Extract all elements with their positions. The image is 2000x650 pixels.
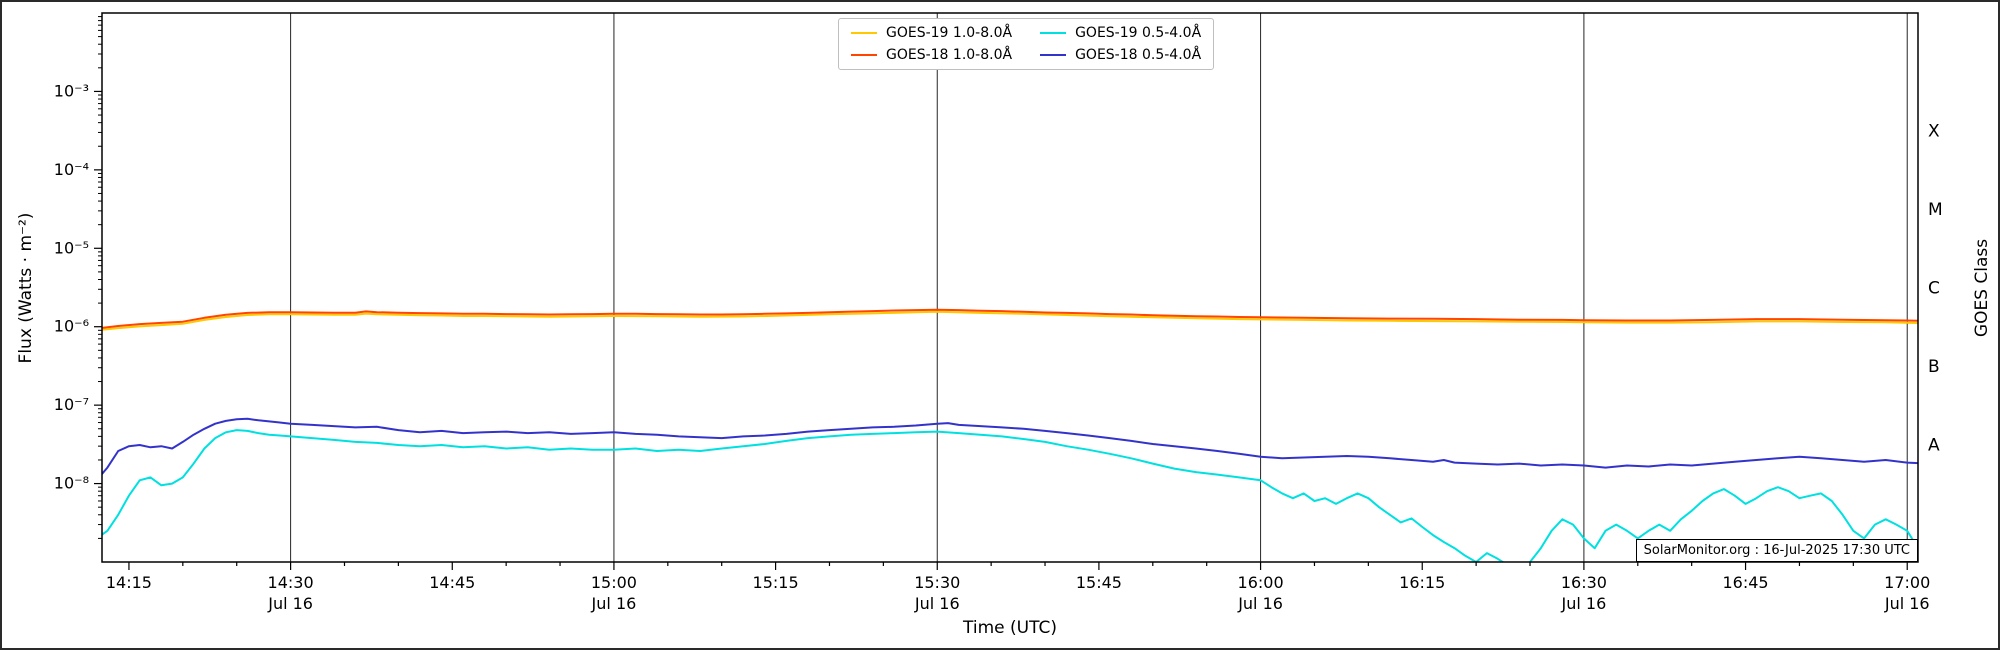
goes-class-label-X: X [1928,122,1940,142]
series-goes19-short [102,429,1918,562]
y-tick-label: 10⁻⁶ [54,317,89,336]
x-axis-title: Time (UTC) [963,618,1057,638]
x-tick-label: 15:30 [914,573,960,592]
x-tick-label: 15:00 [591,573,637,592]
y-axis-title: Flux (Watts · m⁻²) [16,212,36,364]
x-tick-label: 16:15 [1399,573,1445,592]
x-tick-label: 16:45 [1723,573,1769,592]
x-tick-label: 15:15 [753,573,799,592]
goes-class-label-C: C [1928,279,1940,299]
x-tick-sublabel: Jul 16 [1561,594,1607,613]
x-tick-sublabel: Jul 16 [591,594,637,613]
y-tick-label: 10⁻³ [54,81,89,100]
series-goes19-long [102,310,1918,331]
x-tick-label: 15:45 [1076,573,1122,592]
y2-axis-title: GOES Class [1972,238,1992,338]
legend-item: GOES-18 0.5-4.0Å [1040,46,1201,64]
y-tick-label: 10⁻⁷ [54,395,89,414]
legend-label: GOES-18 0.5-4.0Å [1075,47,1202,63]
x-tick-label: 16:30 [1561,573,1607,592]
x-tick-label: 16:00 [1238,573,1284,592]
legend-line-sample-goes18-short-icon [1040,54,1067,56]
legend-item: GOES-18 1.0-8.0Å [851,46,1012,64]
x-tick-sublabel: Jul 16 [267,594,313,613]
series-group [102,308,1918,562]
legend-label: GOES-18 1.0-8.0Å [886,47,1013,63]
legend-line-sample-goes19-short-icon [1040,32,1067,34]
x-tick-label: 17:00 [1884,573,1930,592]
series-goes18-short [102,417,1918,476]
x-tick-sublabel: Jul 16 [1884,594,1930,613]
x-tick-label: 14:15 [106,573,152,592]
series-goes18-long [102,308,1918,329]
legend-item: GOES-19 1.0-8.0Å [851,24,1012,42]
goes-class-label-B: B [1928,357,1940,377]
legend-label: GOES-19 0.5-4.0Å [1075,25,1202,41]
watermark: SolarMonitor.org : 16-Jul-2025 17:30 UTC [1635,539,1918,562]
plot-border [101,12,1919,563]
legend-line-sample-goes19-long-icon [851,32,877,34]
goes-class-label-A: A [1928,435,1940,455]
x-tick-label: 14:45 [429,573,475,592]
x-tick-sublabel: Jul 16 [914,594,960,613]
legend-item: GOES-19 0.5-4.0Å [1040,24,1201,42]
legend-line-sample-goes18-long-icon [851,54,877,56]
goes-class-label-M: M [1928,200,1943,220]
x-tick-label: 14:30 [268,573,314,592]
legend: GOES-19 1.0-8.0Å GOES-18 1.0-8.0Å GOES-1… [838,18,1215,70]
legend-label: GOES-19 1.0-8.0Å [886,25,1013,41]
y-tick-label: 10⁻⁸ [54,474,89,493]
y-tick-label: 10⁻⁵ [54,238,89,257]
y-tick-label: 10⁻⁴ [54,160,89,179]
x-tick-sublabel: Jul 16 [1237,594,1283,613]
